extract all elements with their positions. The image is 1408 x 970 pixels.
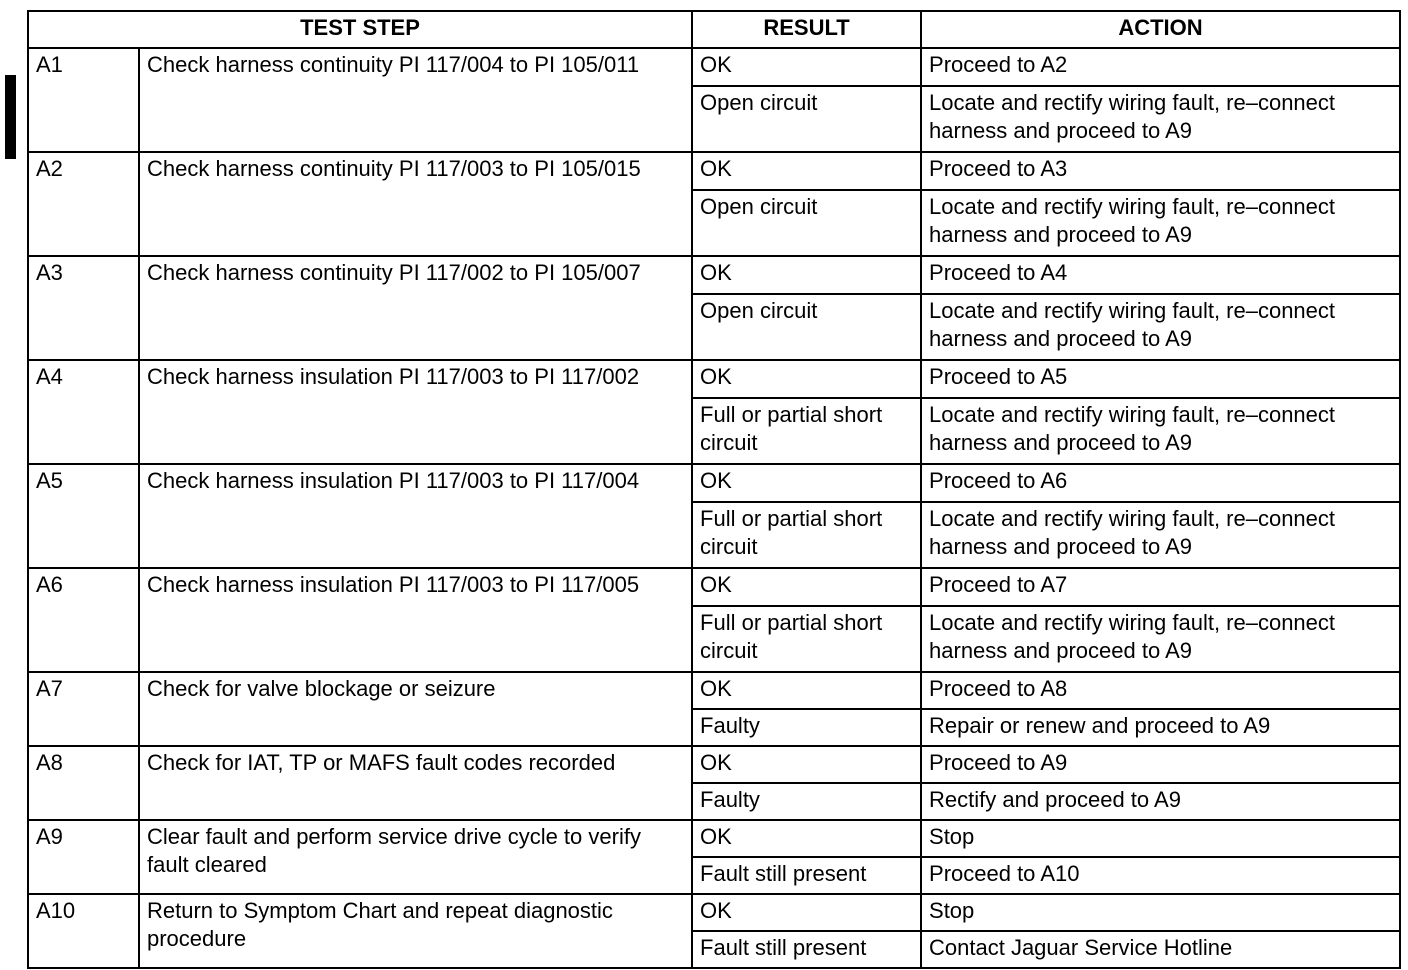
result-cell: Fault still present [691,856,923,895]
action-cell: Rectify and proceed to A9 [920,782,1402,821]
result-cell: Full or partial short circuit [691,605,923,673]
action-cell: Locate and rectify wiring fault, re–conn… [920,85,1402,153]
action-cell: Proceed to A5 [920,359,1402,399]
header-test-step: TEST STEP [26,10,694,49]
step-id: A2 [27,151,140,257]
table-row: A4 Check harness insulation PI 117/003 to… [27,359,1402,465]
step-description: Check harness insulation PI 117/003 to P… [137,359,694,465]
action-cell: Proceed to A2 [920,47,1402,87]
table-body: A1 Check harness continuity PI 117/004 to… [27,47,1402,969]
header-result: RESULT [691,10,923,49]
result-cell: OK [691,47,923,87]
action-cell: Stop [920,893,1402,932]
result-cell: OK [691,893,923,932]
step-description: Check for IAT, TP or MAFS fault codes re… [137,745,694,821]
action-cell: Proceed to A10 [920,856,1402,895]
result-cell: Open circuit [691,293,923,361]
result-cell: Fault still present [691,930,923,969]
header-action: ACTION [920,10,1402,49]
table-row: Faulty Rectify and proceed to A9 [28,782,1402,821]
step-description: Check harness insulation PI 117/003 to P… [137,463,694,569]
result-cell: OK [691,671,923,710]
result-cell: OK [691,567,923,607]
action-cell: Proceed to A7 [920,567,1402,607]
result-cell: Open circuit [691,85,923,153]
table-row: A3 Check harness continuity PI 117/002 to… [27,255,1402,361]
action-cell: Locate and rectify wiring fault, re–conn… [920,189,1402,257]
action-cell: Repair or renew and proceed to A9 [920,708,1402,747]
table-row: Fault still present Contact Jaguar Servic… [28,930,1402,969]
table-row: A5 Check harness insulation PI 117/003 to… [27,463,1402,569]
result-cell: Full or partial short circuit [691,501,923,569]
table-row: Faulty Repair or renew and proceed to A9 [28,708,1402,747]
table-row: A10 Return to Symptom Chart and repeat di… [27,893,1402,969]
action-cell: Stop [920,819,1402,858]
result-cell: OK [691,359,923,399]
result-cell: OK [691,745,923,784]
step-id: A10 [27,893,140,969]
action-cell: Locate and rectify wiring fault, re–conn… [920,397,1402,465]
table-row: A2 Check harness continuity PI 117/003 to… [27,151,1402,257]
result-cell: Faulty [691,708,923,747]
step-id: A1 [27,47,140,153]
action-cell: Locate and rectify wiring fault, re–conn… [920,605,1402,673]
result-cell: Faulty [691,782,923,821]
step-description: Check harness continuity PI 117/003 to P… [137,151,694,257]
step-description: Check harness continuity PI 117/004 to P… [137,47,694,153]
action-cell: Proceed to A8 [920,671,1402,710]
result-cell: OK [691,151,923,191]
table-row: A6 Check harness insulation PI 117/003 to… [27,567,1402,673]
step-id: A4 [27,359,140,465]
step-description: Return to Symptom Chart and repeat diagn… [137,893,694,969]
table-row: A1 Check harness continuity PI 117/004 to… [27,47,1402,153]
result-cell: Open circuit [691,189,923,257]
table-row: A7 Check for valve blockage or seizure OK P… [27,671,1402,747]
step-id: A8 [27,745,140,821]
result-cell: OK [691,463,923,503]
diagnostic-table: TEST STEP RESULT ACTION A1 Check harness … [26,10,1402,969]
action-cell: Proceed to A3 [920,151,1402,191]
step-description: Clear fault and perform service drive cy… [137,819,694,895]
step-id: A7 [27,671,140,747]
table-row: A8 Check for IAT, TP or MAFS fault codes … [27,745,1402,821]
table-row: Open circuit Locate and rectify wiring fa… [28,293,1402,361]
step-id: A3 [27,255,140,361]
action-cell: Locate and rectify wiring fault, re–conn… [920,501,1402,569]
result-cell: OK [691,255,923,295]
step-id: A5 [27,463,140,569]
table-row: A9 Clear fault and perform service drive … [27,819,1402,895]
step-description: Check for valve blockage or seizure [137,671,694,747]
step-description: Check harness continuity PI 117/002 to P… [137,255,694,361]
table-row: Full or partial short circuit Locate and … [28,605,1402,673]
action-cell: Proceed to A9 [920,745,1402,784]
table-row: Full or partial short circuit Locate and … [28,397,1402,465]
action-cell: Proceed to A6 [920,463,1402,503]
result-cell: Full or partial short circuit [691,397,923,465]
header-row: TEST STEP RESULT ACTION [26,10,1402,49]
step-id: A9 [27,819,140,895]
action-cell: Contact Jaguar Service Hotline [920,930,1402,969]
action-cell: Locate and rectify wiring fault, re–conn… [920,293,1402,361]
step-id: A6 [27,567,140,673]
result-cell: OK [691,819,923,858]
table-row: Fault still present Proceed to A10 [28,856,1402,895]
change-bar [5,75,16,159]
table-row: Open circuit Locate and rectify wiring fa… [28,85,1402,153]
table-row: Full or partial short circuit Locate and … [28,501,1402,569]
table-row: Open circuit Locate and rectify wiring fa… [28,189,1402,257]
step-description: Check harness insulation PI 117/003 to P… [137,567,694,673]
action-cell: Proceed to A4 [920,255,1402,295]
